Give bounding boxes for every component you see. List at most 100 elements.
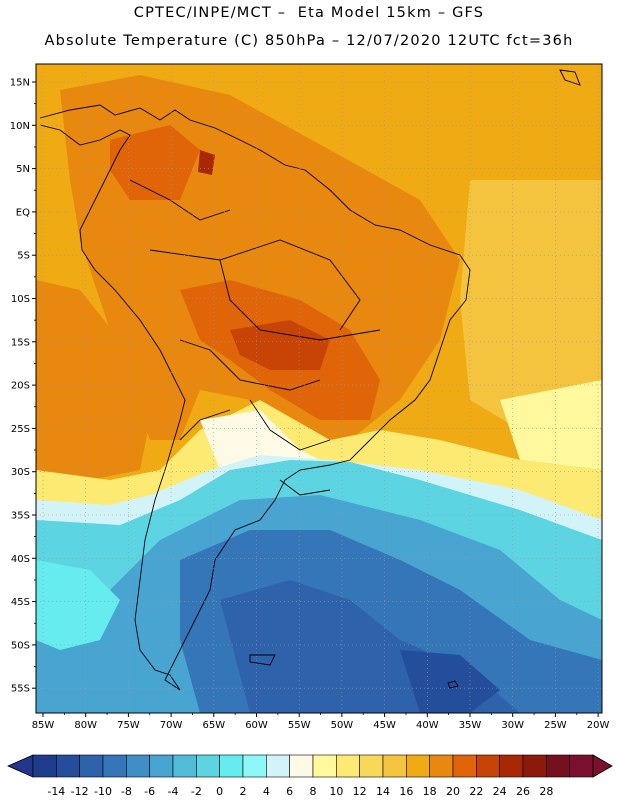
colorbar-label: 18 <box>423 785 437 798</box>
lat-label: 50S <box>11 640 30 651</box>
lon-label: 40W <box>416 720 439 731</box>
south-america-outline <box>39 104 471 691</box>
field-hotspot-core <box>230 320 330 370</box>
colorbar-label: 28 <box>539 785 553 798</box>
lat-label: 5N <box>16 164 30 175</box>
temperature-field <box>36 64 602 713</box>
colorbar-label: 12 <box>353 785 367 798</box>
lon-label: 65W <box>202 720 225 731</box>
lat-label: 40S <box>11 554 30 565</box>
colorbar-swatch <box>546 754 570 778</box>
colorbar-swatch <box>172 754 197 778</box>
lat-label: 55S <box>11 684 30 695</box>
lat-label: 5S <box>17 251 30 262</box>
colorbar-swatch <box>406 754 430 778</box>
colorbar-label: -6 <box>144 785 155 798</box>
colorbar-over-arrow <box>592 754 613 778</box>
colorbar-under-arrow <box>7 754 34 778</box>
lon-label: 60W <box>245 720 268 731</box>
map-title: CPTEC/INPE/MCT – Eta Model 15km – GFS <box>133 5 485 21</box>
colorbar-label: 6 <box>286 785 293 798</box>
colorbar-swatch <box>476 754 500 778</box>
lat-label: 35S <box>11 511 30 522</box>
colorbar-swatch <box>196 754 220 778</box>
colorbar-swatch <box>522 754 547 778</box>
colorbar-swatch <box>149 754 174 778</box>
latitude-axis: 15N 10N 5N EQ 5S 10S 15S 20S 25S 30S 35S 40S 45S 50S 5… <box>10 78 36 695</box>
colorbar-swatch <box>429 754 454 778</box>
internal-border-f <box>279 479 331 496</box>
lat-label: 45S <box>11 597 30 608</box>
lon-label: 30W <box>501 720 524 731</box>
colorbar-swatch <box>79 754 104 778</box>
lat-label: 30S <box>11 467 30 478</box>
gridlines <box>36 64 602 713</box>
colorbar-label: 2 <box>240 785 247 798</box>
lon-label: 55W <box>288 720 311 731</box>
lon-label: 70W <box>160 720 183 731</box>
south-georgia-outline <box>447 680 459 689</box>
lon-label: 50W <box>331 720 354 731</box>
lat-label: 20S <box>11 381 30 392</box>
lon-label: 20W <box>587 720 610 731</box>
internal-border-a <box>149 239 361 331</box>
colorbar-swatch <box>266 754 290 778</box>
colorbar-swatch <box>382 754 407 778</box>
colorbar-swatch <box>289 754 314 778</box>
lon-label: 75W <box>117 720 140 731</box>
colorbar-label: 8 <box>310 785 317 798</box>
internal-border-c <box>179 339 321 391</box>
coastlines <box>39 69 581 691</box>
colorbar-swatch <box>102 754 127 778</box>
colorbar-label: 26 <box>516 785 530 798</box>
lat-label: EQ <box>16 207 30 218</box>
colorbar-label: 16 <box>399 785 413 798</box>
field-cold-west <box>36 560 120 650</box>
internal-border-g <box>129 179 231 221</box>
colorbar-swatch <box>359 754 384 778</box>
colorbar-label: -12 <box>71 785 89 798</box>
lat-label: 10S <box>11 294 30 305</box>
colorbar-swatch <box>32 754 57 778</box>
lon-label: 85W <box>32 720 55 731</box>
internal-border-e <box>179 409 231 441</box>
field-atlantic-pale <box>500 380 602 470</box>
lon-label: 35W <box>459 720 482 731</box>
internal-border-d <box>249 399 331 451</box>
colorbar-swatch <box>499 754 524 778</box>
lat-label: 25S <box>11 424 30 435</box>
colorbar-label: -4 <box>168 785 179 798</box>
field-pacific-orange <box>36 280 150 480</box>
colorbar-label: -2 <box>191 785 202 798</box>
lat-label: 15S <box>11 337 30 348</box>
colorbar-label: 24 <box>493 785 507 798</box>
lat-label: 15N <box>10 78 30 89</box>
field-cold-southeast <box>400 650 500 713</box>
colorbar-label: -8 <box>121 785 132 798</box>
caribbean-islands-outline <box>559 69 581 86</box>
colorbar: -14 -12 -10 -8 -6 -4 -2 0 2 4 6 8 10 12 14 16 18 20 22 24 26… <box>7 754 613 798</box>
colorbar-label: 20 <box>446 785 460 798</box>
colorbar-swatch <box>312 754 337 778</box>
colorbar-label: -14 <box>47 785 65 798</box>
field-north-ocean <box>36 64 602 330</box>
colorbar-swatch <box>126 754 150 778</box>
longitude-axis: 85W 80W 75W 70W 65W 60W 55W 50W 45W 40W 35W 30W 25W 2… <box>32 713 610 731</box>
falklands-outline <box>249 654 276 666</box>
field-hotspot-small <box>198 150 215 175</box>
map-subtitle: Absolute Temperature (C) 850hPa – 12/07/… <box>44 33 574 49</box>
colorbar-label: 0 <box>216 785 223 798</box>
colorbar-swatch <box>569 754 594 778</box>
colorbar-label: -10 <box>94 785 112 798</box>
plot-border <box>35 63 603 714</box>
colorbar-label: 10 <box>329 785 343 798</box>
colorbar-swatch <box>242 754 267 778</box>
lon-label: 25W <box>544 720 567 731</box>
lon-label: 45W <box>373 720 396 731</box>
internal-border-b <box>219 259 381 341</box>
field-atlantic-yellow <box>460 180 602 430</box>
colorbar-swatch <box>56 754 80 778</box>
colorbar-swatch <box>336 754 360 778</box>
lon-label: 80W <box>74 720 97 731</box>
